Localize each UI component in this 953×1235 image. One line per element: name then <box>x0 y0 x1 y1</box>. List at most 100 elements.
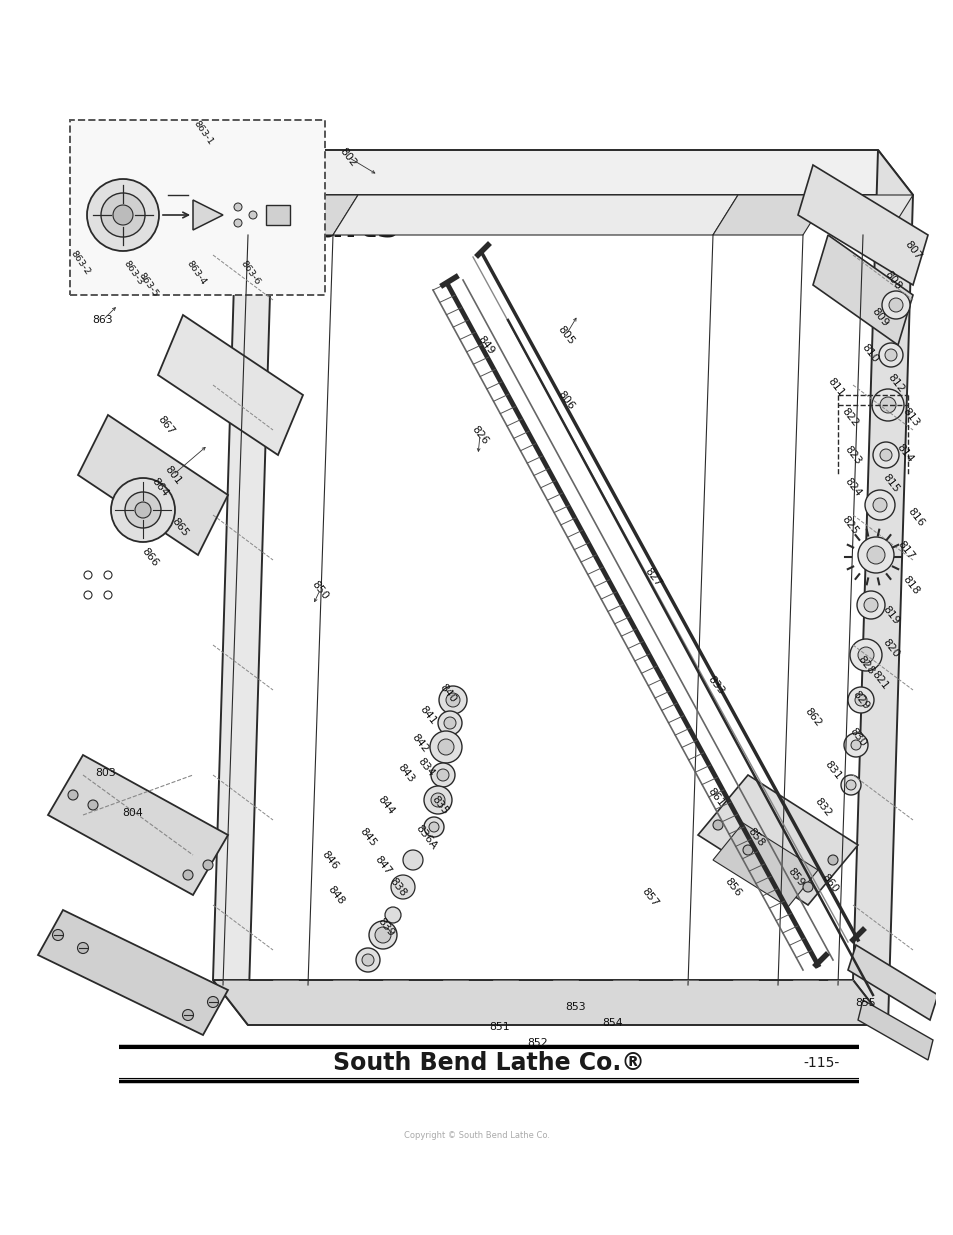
Text: 854: 854 <box>602 1018 622 1028</box>
Circle shape <box>112 205 132 225</box>
Polygon shape <box>333 195 738 235</box>
Text: 815: 815 <box>880 472 901 494</box>
Circle shape <box>233 203 242 211</box>
Text: 14" TURN-X® Toolroom Lathe: 14" TURN-X® Toolroom Lathe <box>647 167 843 180</box>
Text: 820: 820 <box>880 637 901 659</box>
Circle shape <box>742 845 752 855</box>
Polygon shape <box>797 165 927 285</box>
Polygon shape <box>237 149 912 195</box>
Text: -115-: -115- <box>803 1056 840 1071</box>
Text: 836A: 836A <box>413 823 438 851</box>
Circle shape <box>437 739 454 755</box>
Text: 829: 829 <box>850 689 870 711</box>
Text: 857: 857 <box>639 885 659 908</box>
Circle shape <box>849 638 882 671</box>
Polygon shape <box>712 195 827 235</box>
Circle shape <box>854 694 866 706</box>
Text: 832: 832 <box>812 795 832 819</box>
Circle shape <box>385 906 400 923</box>
Polygon shape <box>38 910 228 1035</box>
Circle shape <box>355 948 379 972</box>
Text: 863-1: 863-1 <box>192 119 214 147</box>
Text: 811: 811 <box>825 375 845 398</box>
Polygon shape <box>852 149 912 1025</box>
Text: 863-2: 863-2 <box>69 249 91 277</box>
Circle shape <box>857 647 873 663</box>
Text: 846: 846 <box>319 848 340 871</box>
Circle shape <box>391 876 415 899</box>
Circle shape <box>436 769 449 781</box>
Polygon shape <box>712 823 817 906</box>
Circle shape <box>866 546 884 564</box>
Circle shape <box>369 921 396 948</box>
Text: 818: 818 <box>900 574 921 597</box>
Text: 827: 827 <box>642 566 662 588</box>
Text: 821: 821 <box>869 669 889 692</box>
Circle shape <box>233 219 242 227</box>
Text: 865: 865 <box>170 516 190 538</box>
Polygon shape <box>812 235 912 345</box>
Circle shape <box>871 389 903 421</box>
Polygon shape <box>193 200 223 230</box>
Text: Copyright © South Bend Lathe Co.: Copyright © South Bend Lathe Co. <box>403 1131 550 1140</box>
Circle shape <box>361 953 374 966</box>
Text: 824: 824 <box>841 475 862 498</box>
Text: 853: 853 <box>565 1002 586 1011</box>
Text: 806: 806 <box>555 389 576 411</box>
Circle shape <box>429 823 438 832</box>
Text: 863-4: 863-4 <box>184 259 208 287</box>
Bar <box>348 159 629 186</box>
Text: 863-5: 863-5 <box>136 272 159 299</box>
Polygon shape <box>847 945 937 1020</box>
Circle shape <box>882 291 909 319</box>
Text: 851: 851 <box>489 1023 510 1032</box>
Circle shape <box>77 942 89 953</box>
Text: 814: 814 <box>894 442 914 464</box>
Circle shape <box>111 478 174 542</box>
Text: 852: 852 <box>527 1037 548 1049</box>
Text: 812: 812 <box>884 372 905 394</box>
Circle shape <box>827 855 837 864</box>
Polygon shape <box>827 195 912 235</box>
Text: 810: 810 <box>859 342 880 364</box>
Text: 866: 866 <box>139 546 160 568</box>
Text: 804: 804 <box>123 808 143 818</box>
Text: 863-3: 863-3 <box>121 259 145 287</box>
Circle shape <box>135 501 151 517</box>
Circle shape <box>879 450 891 461</box>
Circle shape <box>888 298 902 312</box>
Text: 867: 867 <box>155 414 176 436</box>
Circle shape <box>878 343 902 367</box>
Circle shape <box>879 396 895 412</box>
Text: 809: 809 <box>869 306 889 329</box>
Text: 864: 864 <box>150 475 171 498</box>
Circle shape <box>375 927 391 944</box>
Circle shape <box>872 442 898 468</box>
Text: 808: 808 <box>882 269 902 291</box>
Text: Bed & Shafts: Bed & Shafts <box>133 210 398 243</box>
Text: 807: 807 <box>902 238 923 262</box>
Text: 803: 803 <box>95 768 116 778</box>
Circle shape <box>872 498 886 513</box>
Text: 856: 856 <box>722 876 742 898</box>
Text: 841: 841 <box>417 704 437 726</box>
Circle shape <box>443 718 456 729</box>
Circle shape <box>423 818 443 837</box>
Text: 860: 860 <box>819 872 840 894</box>
Text: 835: 835 <box>429 794 450 816</box>
Text: 848: 848 <box>325 884 346 906</box>
Text: 817: 817 <box>895 538 915 561</box>
Text: P A R T S: P A R T S <box>450 165 527 180</box>
Circle shape <box>430 731 461 763</box>
Text: 859: 859 <box>785 866 805 888</box>
Bar <box>266 205 290 225</box>
Text: 845: 845 <box>357 826 378 848</box>
Text: 831: 831 <box>821 758 842 782</box>
Text: 844: 844 <box>375 794 395 816</box>
Circle shape <box>884 350 896 361</box>
Text: 843: 843 <box>395 762 416 784</box>
Text: 858: 858 <box>745 826 765 848</box>
Circle shape <box>402 850 422 869</box>
Polygon shape <box>158 315 303 454</box>
Circle shape <box>850 740 861 750</box>
